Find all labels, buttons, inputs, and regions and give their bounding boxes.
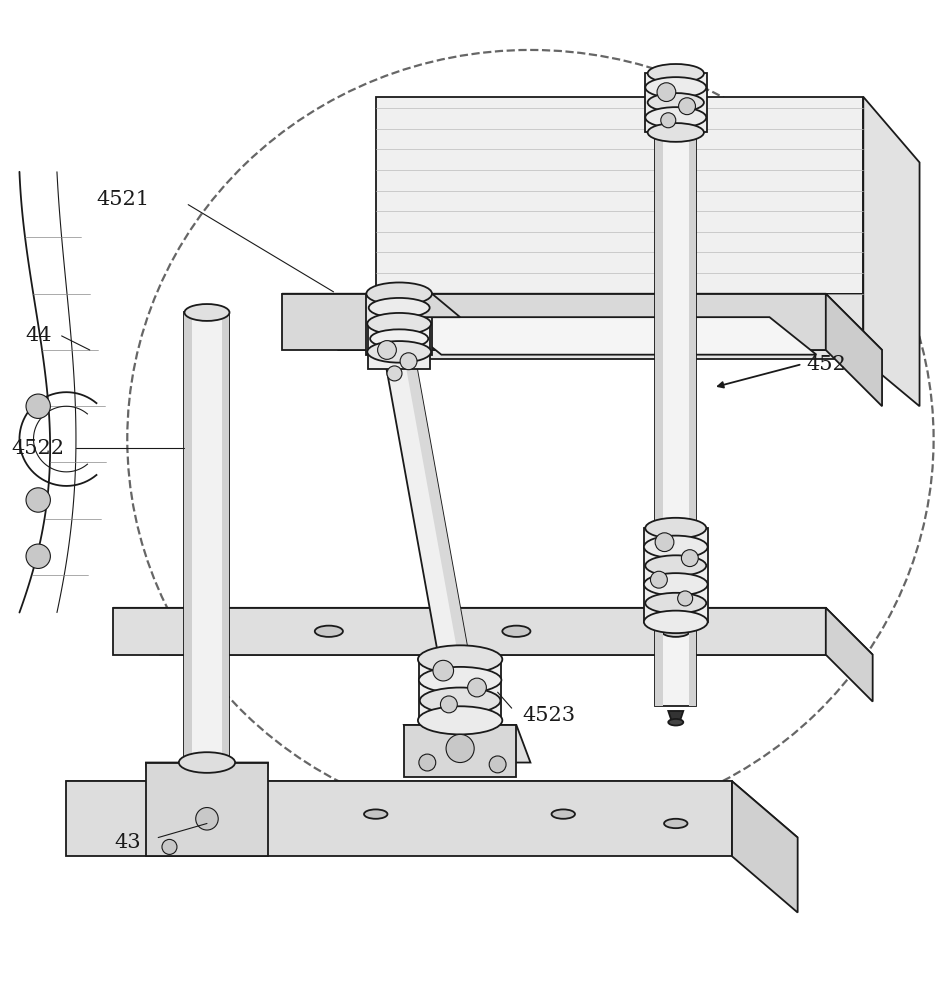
Circle shape: [433, 660, 454, 681]
Polygon shape: [404, 725, 531, 763]
Ellipse shape: [644, 611, 708, 633]
Circle shape: [400, 353, 417, 370]
Circle shape: [679, 98, 696, 115]
Ellipse shape: [669, 719, 684, 725]
Circle shape: [489, 756, 506, 773]
Polygon shape: [669, 711, 684, 722]
Polygon shape: [222, 312, 229, 763]
Circle shape: [682, 550, 699, 567]
Ellipse shape: [645, 518, 706, 538]
Circle shape: [661, 113, 676, 128]
Polygon shape: [732, 781, 797, 913]
Ellipse shape: [664, 819, 687, 828]
Ellipse shape: [418, 706, 502, 734]
Polygon shape: [184, 312, 229, 763]
Polygon shape: [645, 73, 707, 132]
Circle shape: [26, 544, 51, 568]
Circle shape: [162, 839, 177, 854]
Ellipse shape: [645, 77, 706, 98]
Ellipse shape: [502, 626, 531, 637]
Polygon shape: [114, 608, 872, 655]
Text: 4521: 4521: [96, 190, 149, 209]
Ellipse shape: [645, 555, 706, 576]
Circle shape: [26, 488, 51, 512]
Ellipse shape: [648, 93, 704, 112]
Text: 44: 44: [25, 326, 52, 345]
Polygon shape: [404, 352, 475, 691]
Polygon shape: [404, 725, 516, 777]
Ellipse shape: [644, 573, 708, 596]
Polygon shape: [825, 608, 872, 702]
Ellipse shape: [370, 329, 428, 348]
Ellipse shape: [420, 688, 500, 714]
Polygon shape: [67, 781, 732, 856]
Polygon shape: [655, 97, 697, 706]
Ellipse shape: [645, 593, 706, 613]
Polygon shape: [366, 294, 460, 317]
Polygon shape: [282, 294, 882, 350]
Polygon shape: [689, 97, 697, 706]
Polygon shape: [146, 763, 268, 838]
Circle shape: [26, 394, 51, 418]
Circle shape: [655, 533, 674, 552]
Polygon shape: [644, 528, 708, 622]
Text: 4523: 4523: [523, 706, 576, 725]
Ellipse shape: [645, 107, 706, 128]
Polygon shape: [146, 763, 268, 856]
Ellipse shape: [367, 341, 431, 363]
Circle shape: [657, 83, 676, 102]
Polygon shape: [376, 294, 863, 359]
Ellipse shape: [418, 645, 502, 673]
Text: 452: 452: [806, 355, 846, 374]
Circle shape: [195, 808, 218, 830]
Circle shape: [387, 366, 402, 381]
Circle shape: [377, 341, 396, 359]
Ellipse shape: [648, 64, 704, 83]
Polygon shape: [184, 312, 192, 763]
Polygon shape: [384, 352, 475, 695]
Ellipse shape: [648, 123, 704, 142]
Text: 4522: 4522: [11, 439, 65, 458]
Polygon shape: [376, 97, 863, 294]
Ellipse shape: [366, 282, 432, 305]
Ellipse shape: [315, 626, 343, 637]
Polygon shape: [366, 294, 432, 355]
Ellipse shape: [364, 809, 388, 819]
Ellipse shape: [177, 809, 200, 819]
Polygon shape: [394, 317, 816, 355]
Circle shape: [419, 754, 436, 771]
Polygon shape: [67, 781, 797, 838]
Circle shape: [678, 591, 693, 606]
Ellipse shape: [419, 667, 501, 693]
Polygon shape: [655, 97, 663, 706]
Ellipse shape: [551, 809, 575, 819]
Polygon shape: [419, 659, 501, 720]
Ellipse shape: [644, 536, 708, 558]
Ellipse shape: [367, 313, 431, 335]
Ellipse shape: [178, 752, 235, 773]
Circle shape: [468, 678, 486, 697]
Circle shape: [446, 734, 474, 763]
Text: 43: 43: [114, 833, 141, 852]
Ellipse shape: [369, 298, 430, 318]
Ellipse shape: [662, 626, 690, 637]
Polygon shape: [282, 294, 825, 350]
Polygon shape: [368, 322, 430, 369]
Circle shape: [440, 696, 457, 713]
Polygon shape: [114, 608, 825, 655]
Ellipse shape: [184, 304, 229, 321]
Polygon shape: [863, 97, 919, 406]
Circle shape: [651, 571, 668, 588]
Polygon shape: [825, 294, 882, 406]
